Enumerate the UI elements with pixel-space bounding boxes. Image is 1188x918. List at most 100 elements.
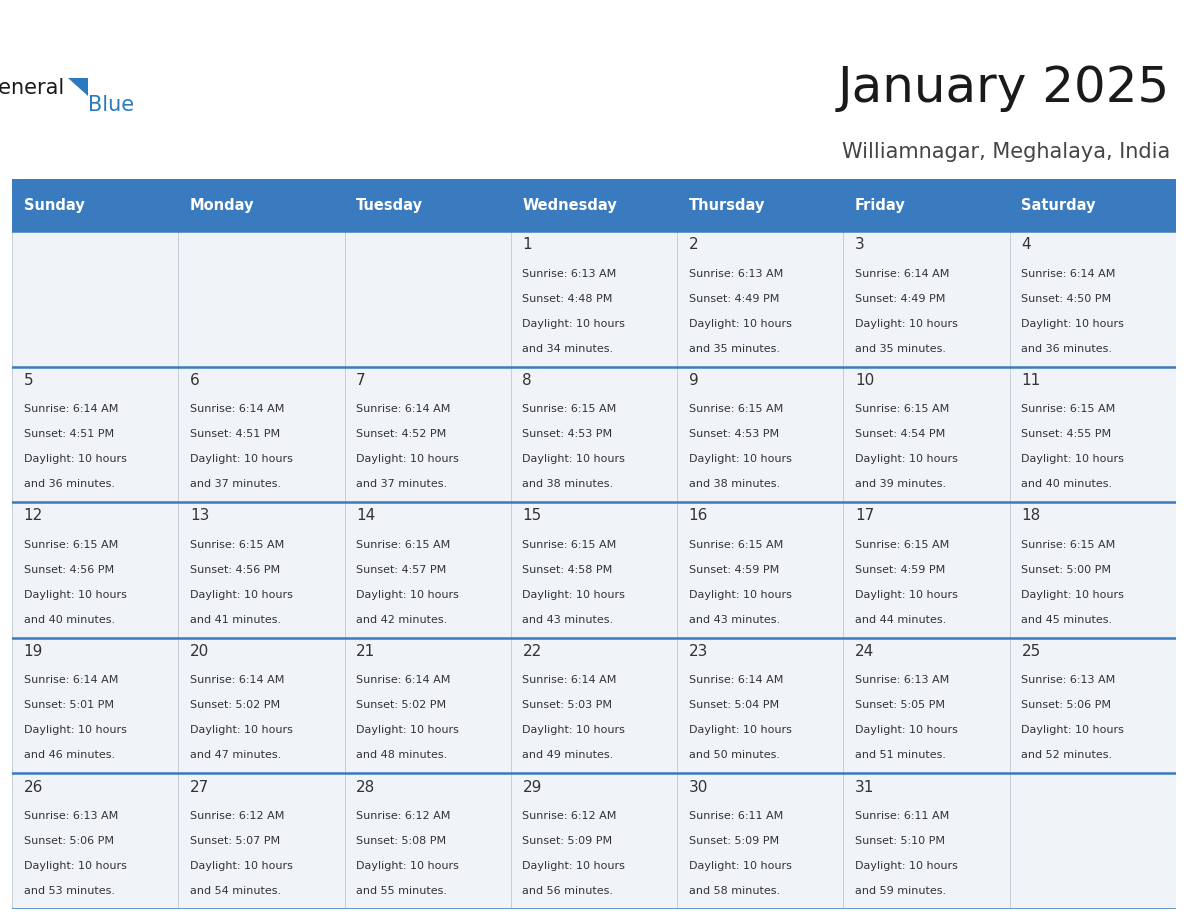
Text: Daylight: 10 hours: Daylight: 10 hours [855, 589, 958, 599]
Text: Sunset: 5:06 PM: Sunset: 5:06 PM [24, 835, 114, 845]
Text: Daylight: 10 hours: Daylight: 10 hours [1022, 589, 1124, 599]
Text: and 50 minutes.: and 50 minutes. [689, 750, 779, 760]
Bar [511, 502, 677, 638]
Bar [178, 638, 345, 773]
Text: and 35 minutes.: and 35 minutes. [855, 343, 946, 353]
Text: Sunset: 4:59 PM: Sunset: 4:59 PM [855, 565, 946, 575]
Text: and 38 minutes.: and 38 minutes. [523, 479, 614, 489]
Text: 12: 12 [24, 509, 43, 523]
Text: Daylight: 10 hours: Daylight: 10 hours [855, 319, 958, 329]
Text: and 37 minutes.: and 37 minutes. [356, 479, 448, 489]
Bar [1010, 502, 1176, 638]
Text: Sunset: 4:48 PM: Sunset: 4:48 PM [523, 294, 613, 304]
Bar [12, 502, 178, 638]
Bar [843, 366, 1010, 502]
Bar [843, 231, 1010, 366]
Text: Daylight: 10 hours: Daylight: 10 hours [855, 454, 958, 465]
Text: Sunrise: 6:15 AM: Sunrise: 6:15 AM [24, 540, 118, 550]
Text: Daylight: 10 hours: Daylight: 10 hours [855, 725, 958, 735]
Text: Daylight: 10 hours: Daylight: 10 hours [689, 861, 791, 871]
Bar [178, 179, 345, 231]
Text: Saturday: Saturday [1022, 197, 1097, 213]
Text: and 36 minutes.: and 36 minutes. [1022, 343, 1112, 353]
Text: Sunset: 5:01 PM: Sunset: 5:01 PM [24, 700, 114, 711]
Text: Sunrise: 6:14 AM: Sunrise: 6:14 AM [689, 676, 783, 685]
Text: Daylight: 10 hours: Daylight: 10 hours [523, 861, 625, 871]
Bar [345, 502, 511, 638]
Text: 27: 27 [190, 779, 209, 795]
Text: Sunrise: 6:13 AM: Sunrise: 6:13 AM [1022, 676, 1116, 685]
Text: and 39 minutes.: and 39 minutes. [855, 479, 947, 489]
Text: General: General [0, 78, 65, 98]
Text: Daylight: 10 hours: Daylight: 10 hours [190, 725, 292, 735]
Text: Daylight: 10 hours: Daylight: 10 hours [356, 725, 459, 735]
Text: 31: 31 [855, 779, 874, 795]
Bar [178, 502, 345, 638]
Text: Daylight: 10 hours: Daylight: 10 hours [523, 589, 625, 599]
Text: and 58 minutes.: and 58 minutes. [689, 886, 781, 896]
Text: 21: 21 [356, 644, 375, 659]
Text: 14: 14 [356, 509, 375, 523]
Bar [178, 366, 345, 502]
Text: 7: 7 [356, 373, 366, 388]
Text: Sunrise: 6:12 AM: Sunrise: 6:12 AM [356, 811, 450, 821]
Text: and 42 minutes.: and 42 minutes. [356, 615, 448, 625]
Text: Sunset: 4:55 PM: Sunset: 4:55 PM [1022, 430, 1112, 439]
Text: Sunset: 4:49 PM: Sunset: 4:49 PM [855, 294, 946, 304]
Bar [1010, 773, 1176, 909]
Text: Sunrise: 6:14 AM: Sunrise: 6:14 AM [190, 404, 284, 414]
Text: Sunset: 5:08 PM: Sunset: 5:08 PM [356, 835, 447, 845]
Text: 28: 28 [356, 779, 375, 795]
Text: 17: 17 [855, 509, 874, 523]
Text: and 51 minutes.: and 51 minutes. [855, 750, 946, 760]
Text: Sunset: 5:09 PM: Sunset: 5:09 PM [689, 835, 779, 845]
Bar [843, 179, 1010, 231]
Text: Sunrise: 6:14 AM: Sunrise: 6:14 AM [24, 676, 118, 685]
Text: Sunset: 5:04 PM: Sunset: 5:04 PM [689, 700, 779, 711]
Bar [345, 231, 511, 366]
Text: Sunset: 4:54 PM: Sunset: 4:54 PM [855, 430, 946, 439]
Bar [345, 638, 511, 773]
Text: Daylight: 10 hours: Daylight: 10 hours [689, 319, 791, 329]
Text: Daylight: 10 hours: Daylight: 10 hours [24, 589, 126, 599]
Text: and 36 minutes.: and 36 minutes. [24, 479, 114, 489]
Text: 9: 9 [689, 373, 699, 388]
Text: Sunrise: 6:14 AM: Sunrise: 6:14 AM [356, 676, 450, 685]
Text: and 34 minutes.: and 34 minutes. [523, 343, 614, 353]
Text: Daylight: 10 hours: Daylight: 10 hours [523, 319, 625, 329]
Bar [178, 773, 345, 909]
Text: Sunset: 5:00 PM: Sunset: 5:00 PM [1022, 565, 1112, 575]
Text: and 44 minutes.: and 44 minutes. [855, 615, 947, 625]
Text: Daylight: 10 hours: Daylight: 10 hours [24, 454, 126, 465]
Text: and 43 minutes.: and 43 minutes. [523, 615, 614, 625]
Text: 1: 1 [523, 238, 532, 252]
Text: and 56 minutes.: and 56 minutes. [523, 886, 613, 896]
Text: and 47 minutes.: and 47 minutes. [190, 750, 282, 760]
Text: and 43 minutes.: and 43 minutes. [689, 615, 781, 625]
Bar [843, 773, 1010, 909]
Bar [677, 179, 843, 231]
Bar [511, 179, 677, 231]
Text: Sunrise: 6:12 AM: Sunrise: 6:12 AM [523, 811, 617, 821]
Text: Sunset: 5:03 PM: Sunset: 5:03 PM [523, 700, 613, 711]
Text: Sunset: 4:53 PM: Sunset: 4:53 PM [689, 430, 779, 439]
Text: 4: 4 [1022, 238, 1031, 252]
Text: and 48 minutes.: and 48 minutes. [356, 750, 448, 760]
Text: 6: 6 [190, 373, 200, 388]
Text: and 38 minutes.: and 38 minutes. [689, 479, 781, 489]
Text: Williamnagar, Meghalaya, India: Williamnagar, Meghalaya, India [842, 142, 1170, 162]
Text: Sunset: 5:07 PM: Sunset: 5:07 PM [190, 835, 280, 845]
Text: Daylight: 10 hours: Daylight: 10 hours [855, 861, 958, 871]
Text: Sunset: 4:59 PM: Sunset: 4:59 PM [689, 565, 779, 575]
Text: 11: 11 [1022, 373, 1041, 388]
Text: Daylight: 10 hours: Daylight: 10 hours [689, 589, 791, 599]
Text: Daylight: 10 hours: Daylight: 10 hours [356, 454, 459, 465]
Text: Daylight: 10 hours: Daylight: 10 hours [190, 589, 292, 599]
Bar [345, 179, 511, 231]
Text: Daylight: 10 hours: Daylight: 10 hours [1022, 319, 1124, 329]
Text: Sunrise: 6:15 AM: Sunrise: 6:15 AM [523, 404, 617, 414]
Text: Thursday: Thursday [689, 197, 765, 213]
Bar [12, 231, 178, 366]
Text: 22: 22 [523, 644, 542, 659]
Text: Daylight: 10 hours: Daylight: 10 hours [190, 861, 292, 871]
